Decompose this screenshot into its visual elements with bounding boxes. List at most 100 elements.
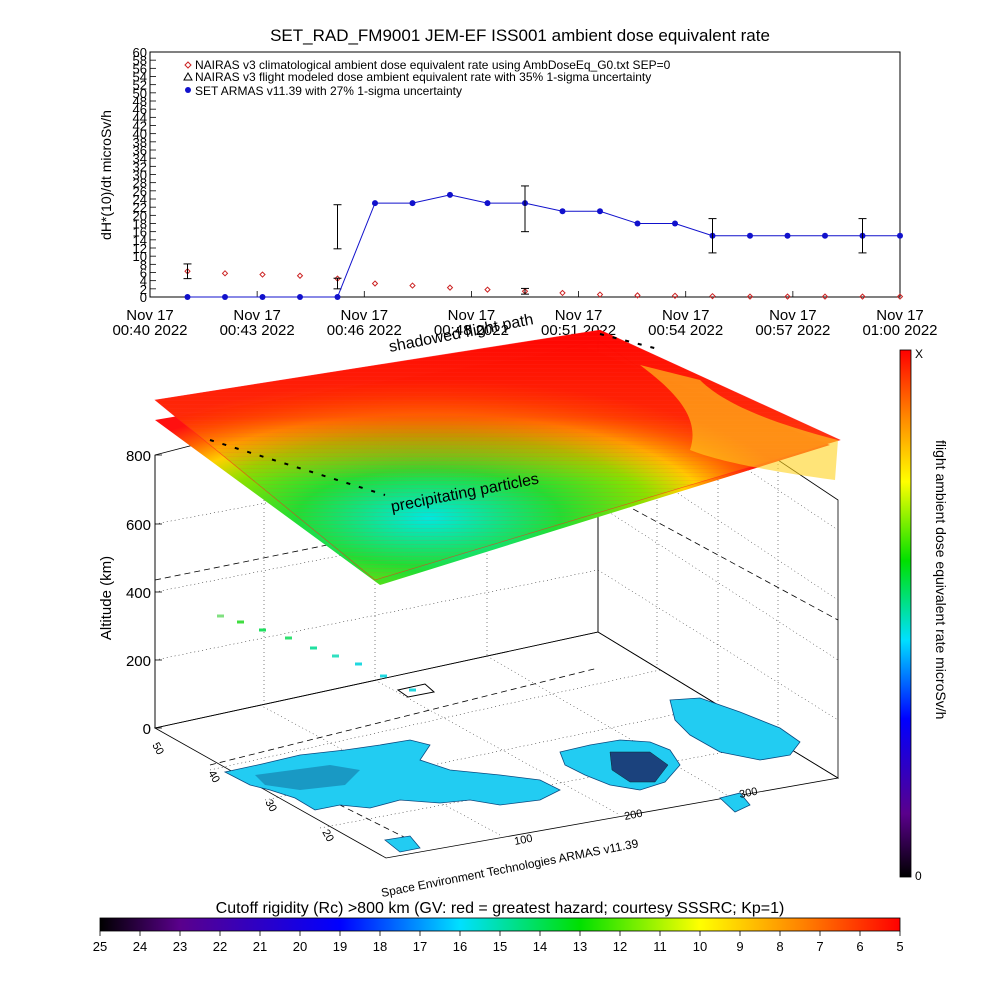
path-projection-line (154, 489, 599, 581)
y-tick-label: 0 (140, 290, 147, 305)
data-point (409, 282, 416, 289)
y-tick-label: 34 (133, 151, 147, 166)
y-tick-label: 50 (133, 86, 147, 101)
series-layer (183, 185, 904, 300)
grid-line (154, 569, 599, 661)
y-tick-label: 14 (133, 233, 147, 248)
flight-point (237, 620, 244, 624)
data-point (559, 208, 566, 215)
latitude-tick-label: 50 (149, 741, 166, 758)
x-tick-label: 00:57 2022 (755, 322, 830, 339)
grid-line (209, 669, 661, 771)
longitude-axis: 100 200 300 (513, 786, 758, 848)
rigidity-tick-label: 15 (493, 939, 507, 954)
rigidity-tick-label: 17 (413, 939, 427, 954)
z-tick-label: 200 (126, 653, 151, 670)
floor-outline (153, 631, 840, 859)
latitude-axis: 50 40 30 20 (149, 741, 336, 845)
flight-point (285, 636, 292, 640)
rigidity-tick-label: 19 (333, 939, 347, 954)
colorbar-label: flight ambient dose equivalent rate micr… (933, 440, 949, 719)
legend-label: NAIRAS v3 flight modeled dose ambient eq… (195, 70, 651, 84)
x-tick-label: Nov 17 (233, 307, 281, 324)
x-tick-label: Nov 17 (769, 307, 817, 324)
y-tick-label: 60 (133, 45, 147, 60)
rigidity-tick-label: 5 (896, 939, 903, 954)
flight-point (380, 674, 387, 678)
y-tick-label: 38 (133, 135, 147, 150)
flight-point (409, 688, 416, 692)
y-tick-label: 2 (140, 282, 147, 297)
dose-colorbar: X 0 flight ambient dose equivalent rate … (899, 347, 949, 883)
rigidity-tick-label: 8 (776, 939, 783, 954)
data-point (222, 294, 228, 300)
rigidity-tick-label: 16 (453, 939, 467, 954)
data-point (784, 293, 791, 300)
rigidity-gradient (99, 917, 901, 932)
rigidity-tick-label: 6 (856, 939, 863, 954)
colorbar-bottom-label: 0 (915, 869, 922, 883)
x-tick-label: Nov 17 (341, 307, 389, 324)
rigidity-tick-label: 10 (693, 939, 707, 954)
x-tick-label: 01:00 2022 (862, 322, 937, 339)
path-segment (209, 439, 386, 496)
x-tick-label: 00:43 2022 (220, 322, 295, 339)
y-tick-label: 44 (133, 110, 147, 125)
rigidity-tick-label: 23 (173, 939, 187, 954)
data-point (821, 293, 829, 300)
x-tick-label: 00:40 2022 (112, 322, 187, 339)
data-point (447, 191, 453, 198)
landmass (669, 697, 801, 761)
y-tick-label: 56 (133, 61, 147, 76)
path-projection-line (597, 489, 839, 621)
data-point (859, 293, 866, 300)
y-tick-label: 36 (133, 143, 147, 158)
y-tick-label: 8 (140, 257, 147, 272)
data-point (446, 284, 454, 291)
rigidity-colorbar: Cutoff rigidity (Rc) >800 km (GV: red = … (93, 900, 904, 954)
x-tick-label: 00:54 2022 (648, 322, 723, 339)
landmass (384, 835, 421, 853)
z-tick-label: 800 (126, 448, 151, 465)
y-tick-label: 16 (133, 225, 147, 240)
y-tick-label: 20 (133, 208, 147, 223)
y-tick-label: 52 (133, 78, 147, 93)
z-tick-label: 400 (126, 585, 151, 602)
data-point (822, 232, 828, 239)
floor-grid (209, 655, 779, 836)
rigidity-tick-label: 11 (653, 939, 667, 954)
data-point (259, 271, 266, 278)
grid-line (319, 741, 779, 829)
rigidity-tick-label: 7 (816, 939, 823, 954)
colorbar-gradient (899, 349, 912, 878)
rigidity-tick-label: 20 (293, 939, 307, 954)
path-projection-line (209, 667, 599, 766)
flight-point (259, 628, 266, 632)
data-point (371, 280, 379, 287)
altitude-3d-plot: shadowed flight path precipitating parti… (98, 311, 841, 900)
data-point (259, 294, 266, 300)
data-point (484, 200, 491, 207)
data-point (634, 220, 641, 227)
path-projection-line (329, 799, 411, 841)
legend-label: NAIRAS v3 climatological ambient dose eq… (195, 58, 671, 72)
legend-entry-nairas-clim: NAIRAS v3 climatological ambient dose eq… (184, 58, 671, 72)
legend-label: SET ARMAS v11.39 with 27% 1-sigma uncert… (195, 84, 462, 98)
rigidity-tick-label: 13 (573, 939, 587, 954)
y-tick-label: 42 (133, 119, 147, 134)
data-point (634, 292, 641, 299)
data-point (334, 294, 341, 300)
y-axis: 0246810121416182022242628303234363840424… (133, 45, 156, 305)
data-point (596, 291, 604, 298)
latitude-tick-label: 30 (262, 798, 279, 815)
y-tick-label: 40 (133, 127, 147, 142)
legend: NAIRAS v3 climatological ambient dose eq… (183, 58, 671, 98)
rigidity-tick-label: 9 (736, 939, 743, 954)
shadowed-path-on-surface (209, 333, 663, 496)
rigidity-tick-label: 24 (133, 939, 147, 954)
projection-lines (154, 489, 839, 841)
y-tick-label: 6 (140, 266, 147, 281)
rigidity-tick-label: 22 (213, 939, 227, 954)
x-tick-label: Nov 17 (126, 307, 174, 324)
